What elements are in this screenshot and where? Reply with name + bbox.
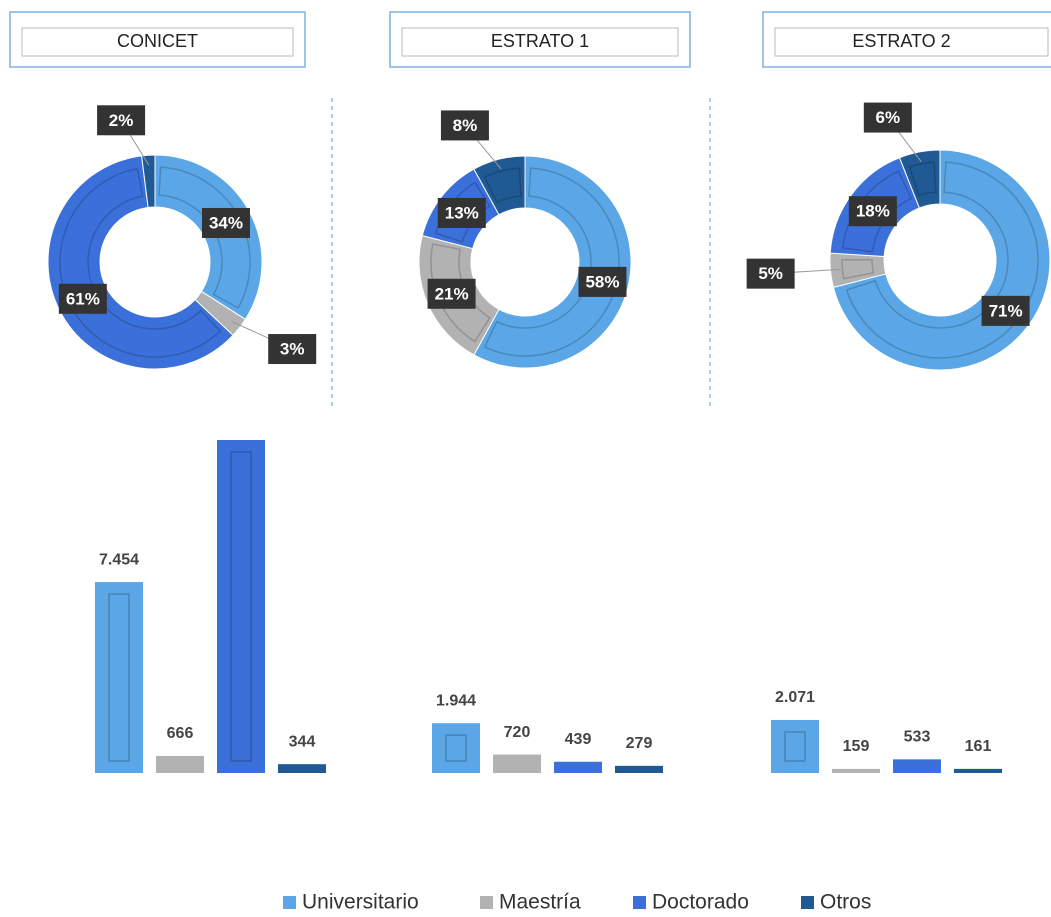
pie-label: 18% <box>856 202 890 221</box>
panel-title: ESTRATO 2 <box>852 31 950 51</box>
donut-slice <box>47 155 234 370</box>
label-box <box>578 266 627 297</box>
bar-label: 666 <box>167 725 194 742</box>
bar-label: 439 <box>565 731 592 748</box>
bar-bevel <box>108 593 130 762</box>
bar <box>278 764 326 773</box>
bar <box>217 440 265 773</box>
bar <box>493 754 541 773</box>
legend-swatch <box>801 896 814 909</box>
bar <box>95 582 143 773</box>
pie-label: 8% <box>453 116 478 135</box>
bar <box>832 768 880 773</box>
bar-label: 159 <box>843 738 870 755</box>
slice-bevel <box>59 167 222 358</box>
pie-label: 61% <box>66 289 100 308</box>
donut-slice <box>473 155 632 369</box>
pie-label: 21% <box>435 284 469 303</box>
slice-bevel <box>483 167 620 357</box>
slice-bevel <box>483 167 522 204</box>
bar-label: 720 <box>504 724 531 741</box>
bar-bevel <box>784 731 806 762</box>
slice-bevel <box>845 161 1039 359</box>
pie-label: 3% <box>280 340 305 359</box>
pie-label: 5% <box>758 264 783 283</box>
slice-bevel <box>908 161 937 197</box>
donut-slice <box>141 154 156 208</box>
bar <box>954 768 1002 773</box>
label-box <box>848 196 897 227</box>
pie-label: 71% <box>989 301 1023 320</box>
bar-label: 279 <box>626 735 653 752</box>
bar-bevel <box>230 451 252 762</box>
label-box <box>863 102 912 133</box>
label-box <box>746 258 795 289</box>
label-box <box>437 197 486 228</box>
bar <box>771 719 819 773</box>
title-inner <box>401 27 679 57</box>
bar-label: 7.454 <box>99 551 139 568</box>
label-box <box>201 207 250 238</box>
bar <box>432 723 480 773</box>
label-box <box>97 105 146 136</box>
bar <box>156 755 204 773</box>
bar <box>615 765 663 773</box>
donut-slice <box>898 149 941 209</box>
label-box <box>440 110 489 141</box>
label-box <box>58 283 107 314</box>
legend-label: Doctorado <box>652 891 749 914</box>
legend-label: Universitario <box>302 891 419 914</box>
label-box <box>427 278 476 309</box>
pie-label: 34% <box>209 213 243 232</box>
legend-swatch <box>283 896 296 909</box>
legend-swatch <box>480 896 493 909</box>
label-box <box>981 295 1030 326</box>
title-inner <box>21 27 294 57</box>
panel-title: ESTRATO 1 <box>491 31 589 51</box>
panel-title: CONICET <box>117 31 198 51</box>
pie-label: 58% <box>585 272 619 291</box>
bar-label: 1.944 <box>436 692 476 709</box>
bar <box>554 761 602 773</box>
donut-slice <box>473 155 526 216</box>
pie-label: 2% <box>109 111 134 130</box>
bar <box>893 759 941 773</box>
bar-label: 344 <box>289 733 316 750</box>
pie-label: 6% <box>876 108 901 127</box>
legend-label: Otros <box>820 891 871 914</box>
bar-label: 533 <box>904 729 931 746</box>
legend-label: Maestría <box>499 891 581 914</box>
slice-bevel <box>158 166 251 310</box>
slice-bevel <box>841 258 875 280</box>
bar-bevel <box>445 734 467 762</box>
bar-label: 161 <box>965 738 992 755</box>
pie-label: 13% <box>445 203 479 222</box>
title-inner <box>774 27 1049 57</box>
legend-swatch <box>633 896 646 909</box>
bar-label: 2.071 <box>775 689 815 706</box>
label-box <box>268 334 317 365</box>
